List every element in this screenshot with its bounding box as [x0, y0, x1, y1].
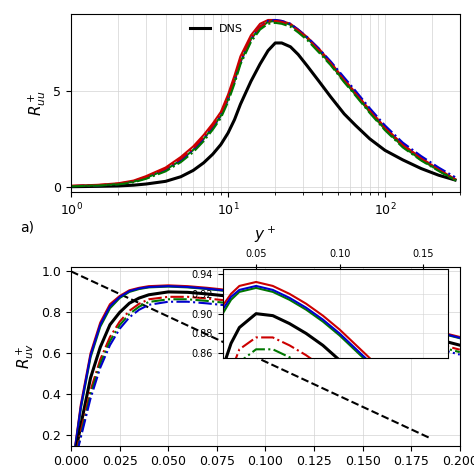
X-axis label: $y^+$: $y^+$ [255, 224, 276, 245]
Y-axis label: $R^+_{uv}$: $R^+_{uv}$ [14, 344, 36, 369]
Y-axis label: $R^+_{uu}$: $R^+_{uu}$ [26, 91, 48, 116]
Legend: DNS: DNS [185, 20, 247, 39]
Text: a): a) [20, 221, 35, 235]
